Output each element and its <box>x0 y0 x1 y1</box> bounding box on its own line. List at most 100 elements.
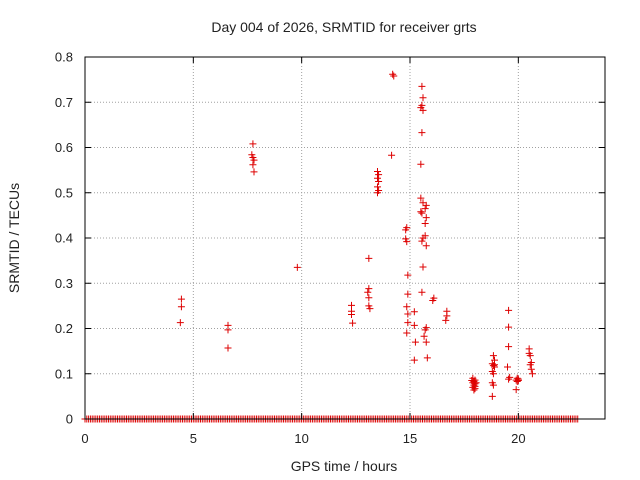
x-tick-label: 10 <box>294 431 308 446</box>
y-tick-label: 0.6 <box>55 140 73 155</box>
data-point <box>419 263 427 271</box>
x-tick-label: 15 <box>403 431 417 446</box>
data-point <box>505 306 513 314</box>
data-point <box>417 194 425 202</box>
data-point <box>512 386 520 394</box>
data-point <box>418 237 426 245</box>
x-tick-label: 20 <box>511 431 525 446</box>
data-point <box>348 310 355 318</box>
data-point <box>417 160 425 168</box>
y-axis-label: SRMTID / TECUs <box>6 183 22 293</box>
data-point <box>471 385 479 393</box>
data-point <box>403 303 411 311</box>
data-point <box>418 82 426 90</box>
y-tick-label: 0.3 <box>55 276 73 291</box>
data-point <box>410 308 418 316</box>
y-tick-label: 0 <box>66 412 73 427</box>
data-point <box>513 377 521 385</box>
data-point <box>526 361 534 369</box>
x-tick-label: 0 <box>81 431 88 446</box>
data-point <box>505 343 513 351</box>
data-point <box>293 263 301 271</box>
data-point <box>375 171 383 179</box>
data-point <box>374 189 381 197</box>
data-point <box>489 352 497 360</box>
data-point <box>527 365 535 373</box>
data-point <box>442 316 450 324</box>
data-point <box>403 329 411 337</box>
data-point <box>224 326 232 334</box>
data-point <box>410 356 418 364</box>
y-tick-label: 0.4 <box>55 231 73 246</box>
data-point <box>366 305 374 313</box>
data-point <box>410 321 418 329</box>
data-point <box>504 363 511 371</box>
data-point <box>224 344 232 352</box>
data-point <box>365 254 373 262</box>
data-point <box>365 294 373 302</box>
data-point <box>423 354 431 362</box>
data-point <box>404 290 412 298</box>
data-point <box>420 332 428 340</box>
data-point <box>411 338 419 346</box>
data-point <box>348 301 355 309</box>
data-point <box>404 319 412 327</box>
data-point <box>422 242 430 250</box>
data-point <box>418 209 426 217</box>
data-point <box>177 303 185 311</box>
tick-marks <box>84 56 605 420</box>
data-point <box>176 319 184 327</box>
y-tick-label: 0.2 <box>55 321 73 336</box>
x-tick-labels: 0 5 10 15 20 <box>81 431 525 446</box>
data-point <box>250 168 258 176</box>
data-points <box>81 70 582 423</box>
data-point <box>514 377 522 385</box>
data-point <box>375 177 383 185</box>
data-point <box>403 238 411 246</box>
data-point <box>470 386 478 394</box>
y-tick-label: 0.8 <box>55 50 73 65</box>
gridlines <box>85 57 605 419</box>
data-point <box>421 326 429 334</box>
data-point <box>491 363 498 371</box>
data-point <box>421 220 429 228</box>
data-point <box>422 338 430 346</box>
data-point <box>388 151 396 159</box>
data-point <box>472 379 480 387</box>
data-point <box>404 310 412 318</box>
data-point <box>506 373 514 381</box>
data-point <box>528 370 536 378</box>
y-tick-label: 0.7 <box>55 95 73 110</box>
y-tick-label: 0.1 <box>55 366 73 381</box>
data-point <box>489 381 497 389</box>
data-point <box>468 377 476 385</box>
data-point <box>443 312 451 320</box>
data-point <box>364 288 372 296</box>
data-point <box>419 94 427 102</box>
chart-title: Day 004 of 2026, SRMTID for receiver grt… <box>211 19 476 35</box>
data-point <box>488 392 496 400</box>
data-point <box>526 352 534 360</box>
data-point <box>422 214 430 222</box>
data-point <box>404 271 412 279</box>
data-point <box>418 129 426 137</box>
data-point <box>418 288 426 296</box>
data-point <box>417 208 425 216</box>
data-point <box>249 161 257 169</box>
data-point <box>421 205 429 213</box>
data-point <box>250 156 258 164</box>
data-point <box>365 285 373 293</box>
data-point <box>249 140 257 148</box>
data-point <box>505 323 513 331</box>
data-point <box>422 201 430 209</box>
data-point <box>489 362 497 370</box>
data-point <box>390 72 398 80</box>
data-point <box>374 174 381 182</box>
data-point <box>505 375 513 383</box>
data-point <box>489 370 497 378</box>
data-point <box>402 226 410 234</box>
data-point <box>374 183 381 191</box>
data-point <box>374 167 381 175</box>
data-point <box>389 70 397 78</box>
